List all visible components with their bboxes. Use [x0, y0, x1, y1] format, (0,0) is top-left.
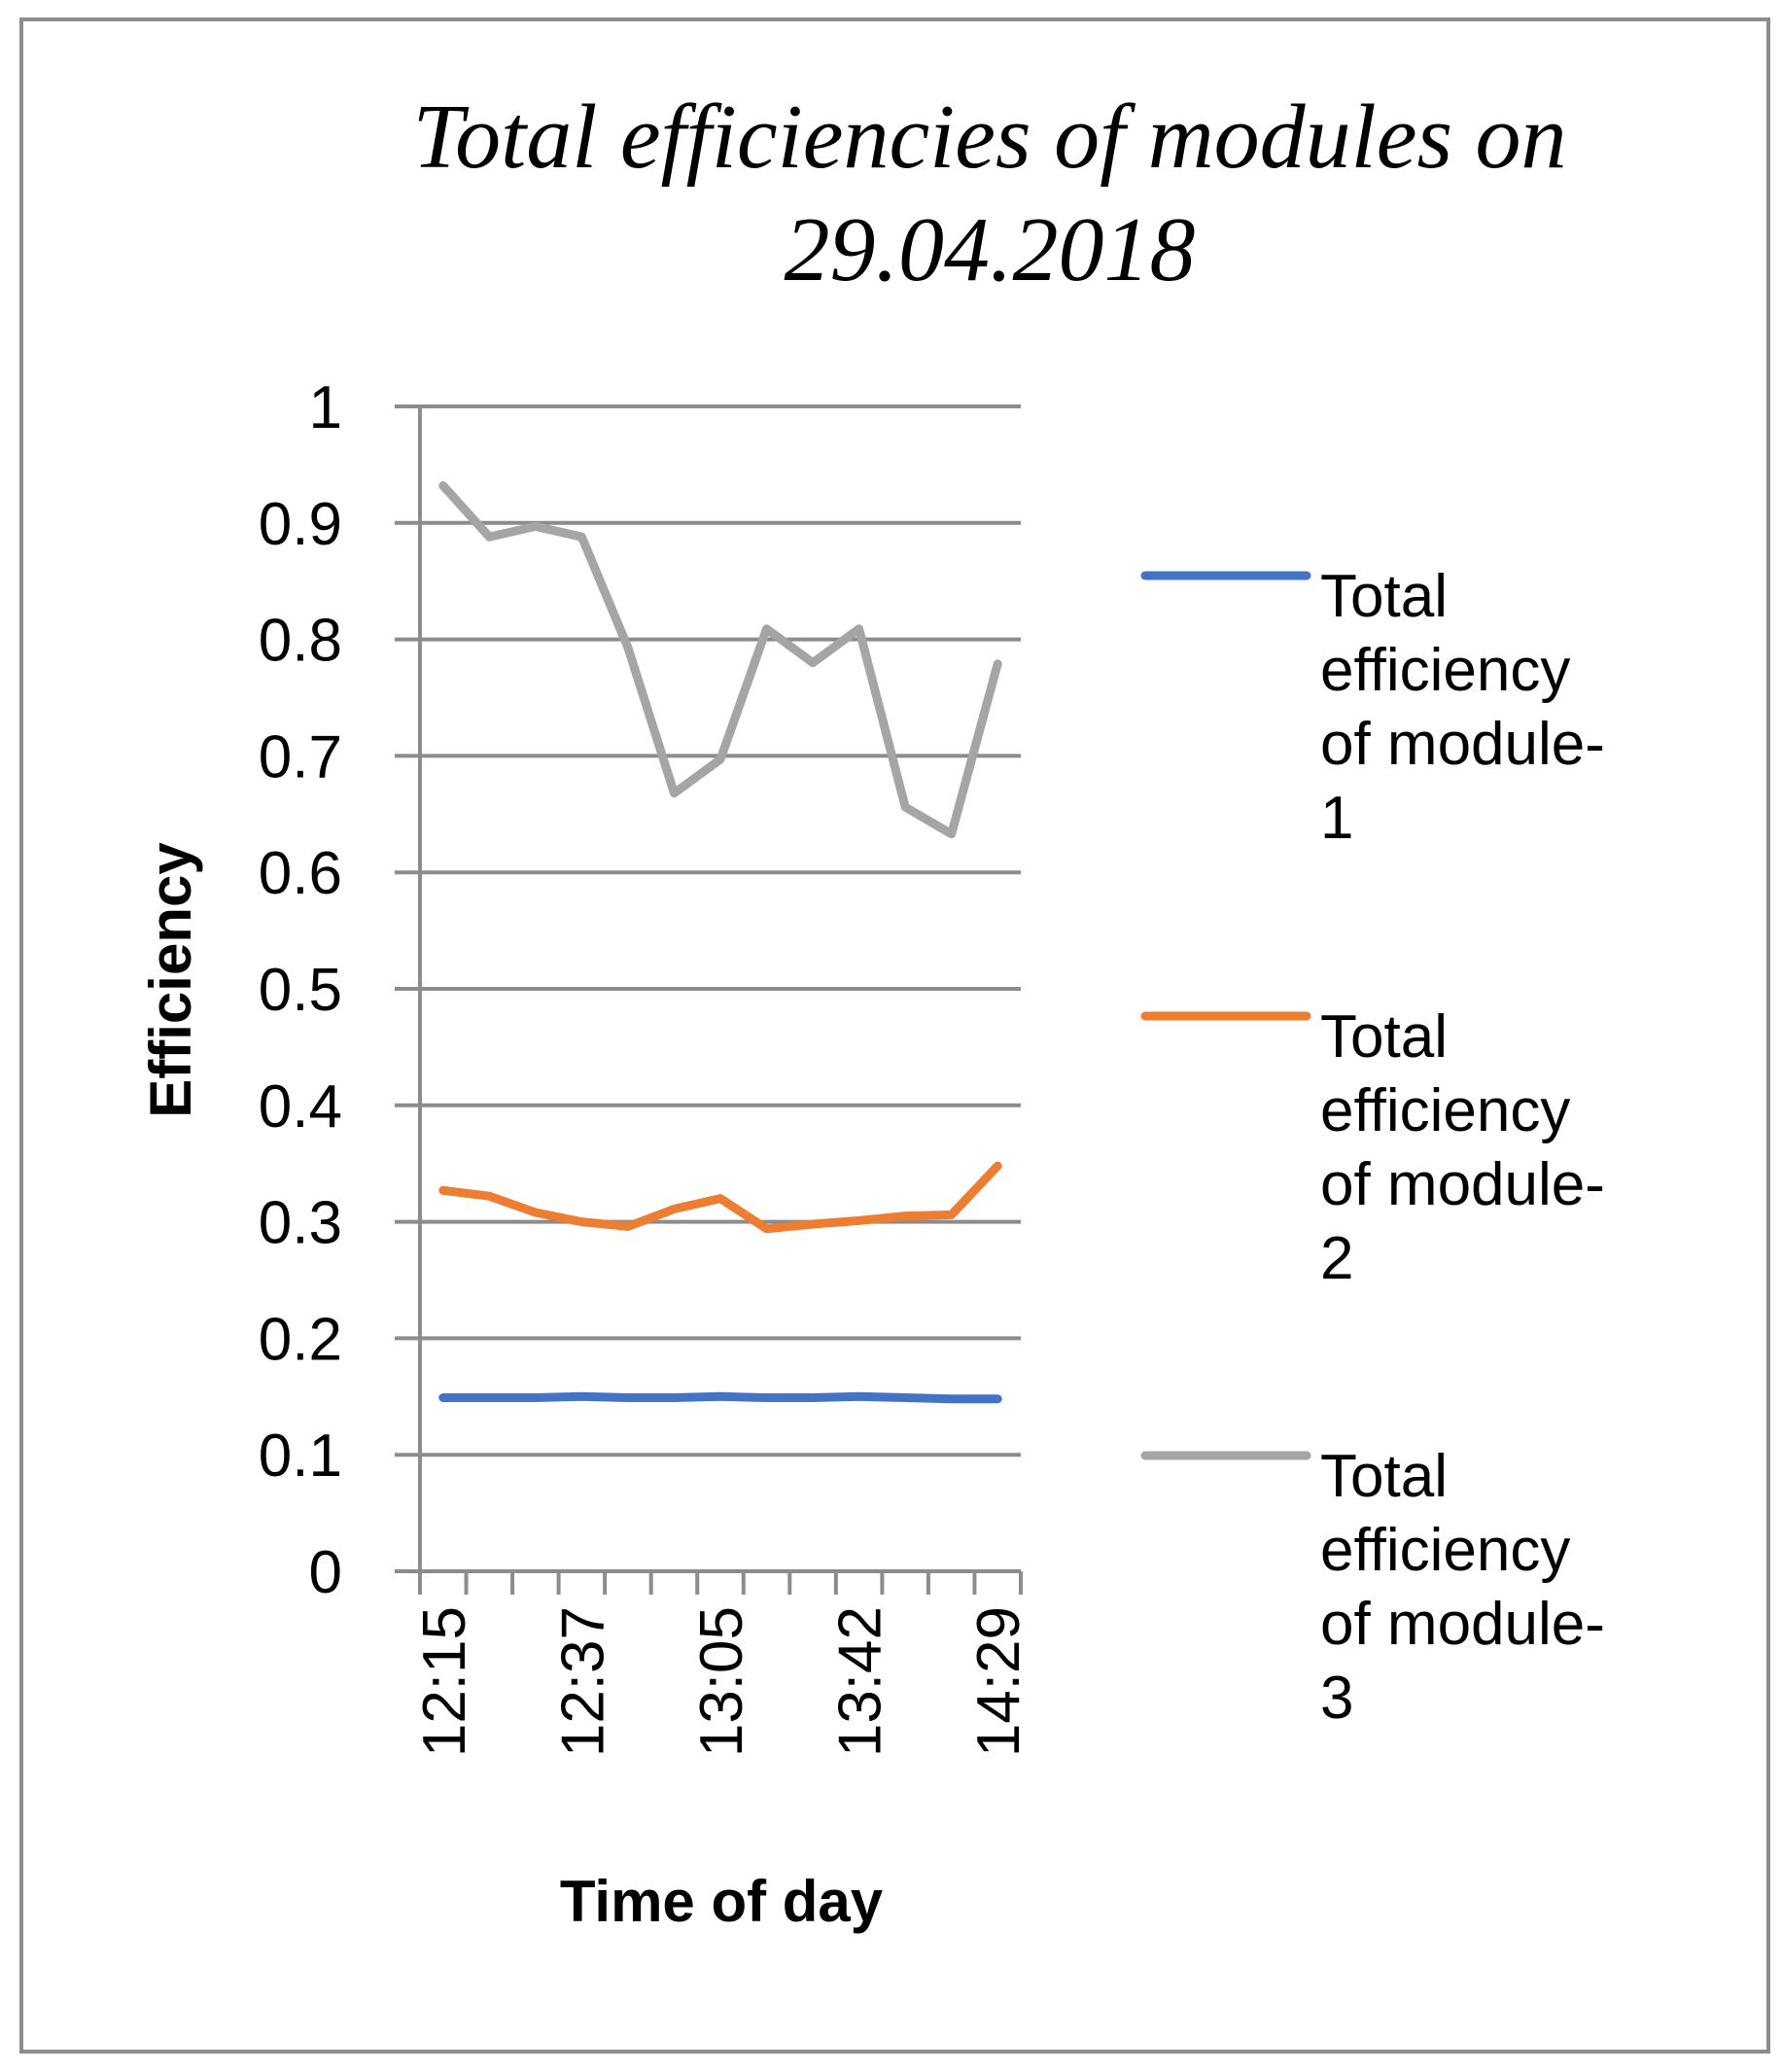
chart-border — [19, 18, 1770, 2054]
y-tick-label: 0.6 — [259, 840, 342, 907]
legend-label-module-1: efficiency — [1320, 637, 1570, 704]
chart-title-line-1: Total efficiencies of modules on — [412, 87, 1566, 188]
y-tick-label: 0.8 — [259, 608, 342, 675]
series-line-module-1 — [438, 1391, 1002, 1404]
legend-label-module-1: of module- — [1320, 711, 1605, 778]
legend-label-module-1: 1 — [1320, 785, 1353, 852]
y-tick-labels: 0 0.1 0.2 0.3 0.4 0.5 0.6 0.7 0.8 0.9 1 — [259, 374, 342, 1606]
x-tick-label: 14:29 — [965, 1606, 1032, 1757]
y-axis-title: Efficiency — [138, 842, 203, 1118]
legend-label-module-1: Total — [1320, 563, 1448, 630]
legend-label-module-3: efficiency — [1320, 1517, 1570, 1584]
y-tick-label: 0.2 — [259, 1306, 342, 1373]
legend-label-module-3: of module- — [1320, 1591, 1605, 1658]
x-tick-label: 13:42 — [827, 1606, 894, 1757]
series-line-module-2 — [438, 1161, 1002, 1234]
legend-label-module-2: efficiency — [1320, 1077, 1570, 1144]
gridlines — [395, 404, 1021, 1457]
data-series — [438, 481, 1002, 1404]
x-tick-label: 12:15 — [411, 1606, 478, 1757]
chart-title-line-2: 29.04.2018 — [785, 199, 1196, 300]
series-line-module-3 — [438, 481, 1002, 839]
y-tick-label: 0.7 — [259, 723, 342, 790]
y-tick-label: 0.5 — [259, 957, 342, 1024]
legend-label-module-2: 2 — [1320, 1225, 1353, 1292]
x-axis-title: Time of day — [560, 1869, 884, 1934]
y-tick-label: 0.9 — [259, 491, 342, 558]
legend-label-module-3: Total — [1320, 1443, 1448, 1510]
legend-label-module-2: of module- — [1320, 1151, 1605, 1218]
x-tick-label: 12:37 — [549, 1606, 616, 1757]
y-tick-label: 1 — [309, 374, 342, 441]
axes — [395, 404, 1023, 1595]
y-tick-label: 0.1 — [259, 1422, 342, 1490]
legend-label-module-3: 3 — [1320, 1665, 1353, 1732]
y-tick-label: 0 — [309, 1539, 342, 1606]
legend-label-module-2: Total — [1320, 1003, 1448, 1071]
x-tick-labels: 12:15 12:37 13:05 13:42 14:29 — [411, 1606, 1032, 1757]
y-tick-label: 0.4 — [259, 1073, 342, 1141]
x-tick-label: 13:05 — [688, 1606, 755, 1757]
y-tick-label: 0.3 — [259, 1190, 342, 1257]
